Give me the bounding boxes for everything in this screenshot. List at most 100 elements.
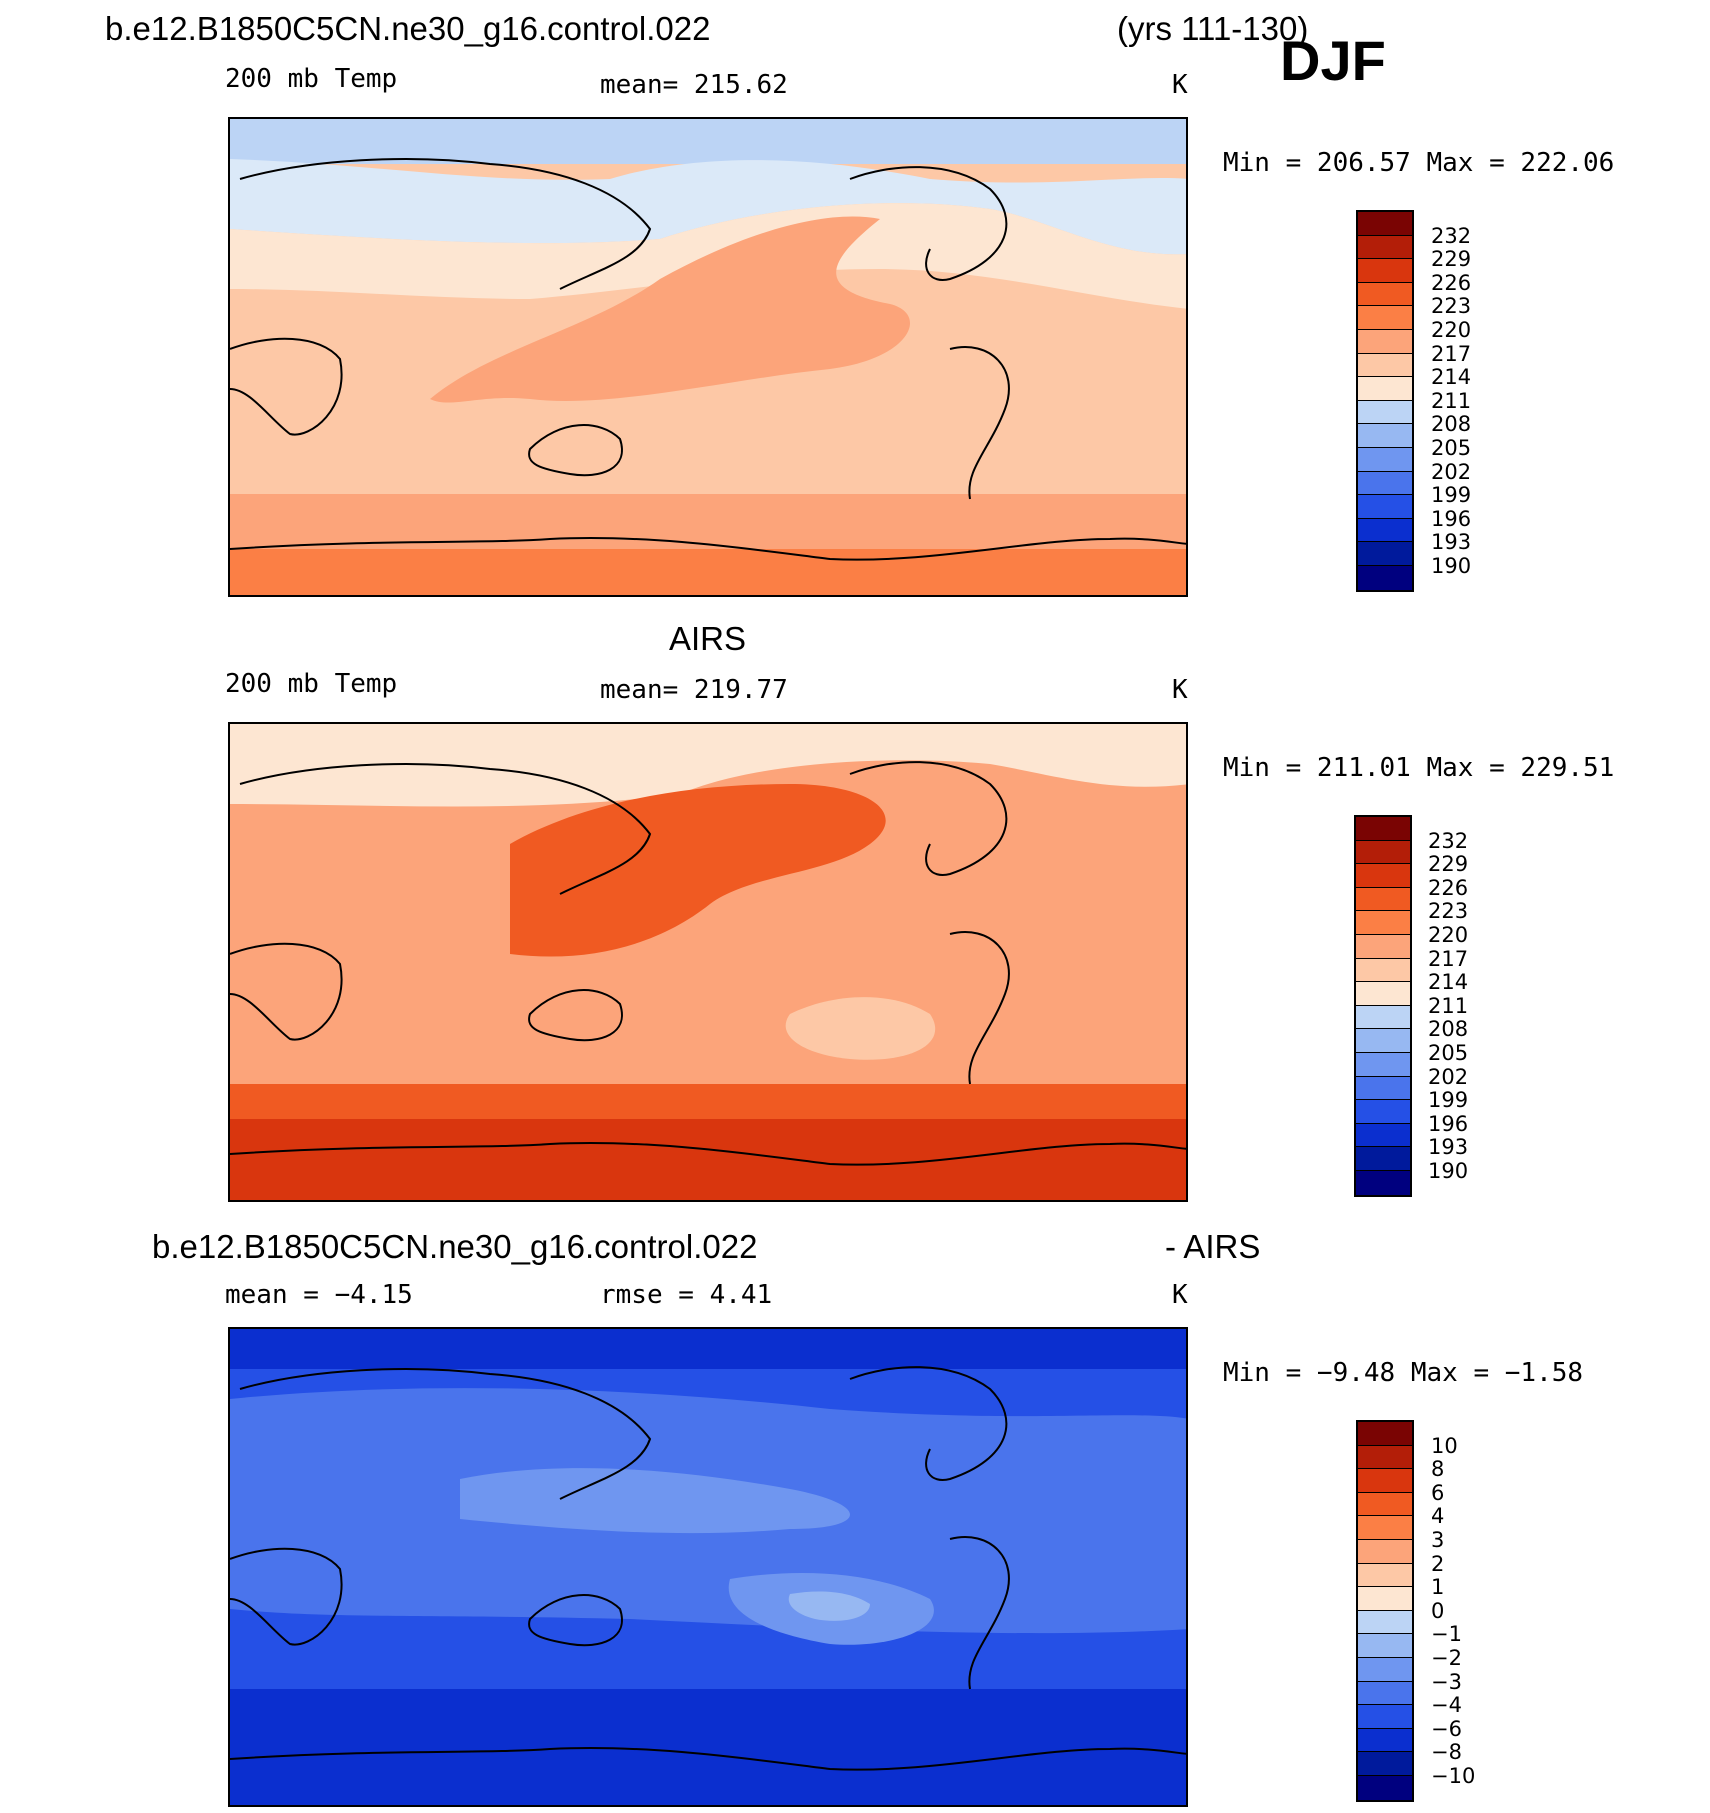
colorbar-tick-label: 202 bbox=[1428, 1064, 1469, 1089]
panel1-polar-band bbox=[230, 119, 1186, 164]
colorbar-tick-label: 199 bbox=[1428, 1088, 1469, 1113]
colorbar-tick-label: 10 bbox=[1431, 1433, 1458, 1458]
colorbar-cell bbox=[1356, 982, 1410, 1006]
panel2-colorbar bbox=[1354, 815, 1412, 1197]
panel2-map bbox=[228, 722, 1188, 1202]
colorbar-cell bbox=[1358, 1563, 1412, 1588]
panel3-coastline-eurasia bbox=[239, 1368, 652, 1500]
panel3-coastline-south-america bbox=[949, 1536, 1010, 1690]
colorbar-cell bbox=[1358, 1775, 1412, 1800]
colorbar-tick-label: 226 bbox=[1431, 270, 1472, 295]
season-label: DJF bbox=[1280, 29, 1386, 92]
colorbar-cell bbox=[1358, 542, 1412, 566]
colorbar-cell bbox=[1358, 235, 1412, 260]
colorbar-tick-label: 202 bbox=[1431, 459, 1472, 484]
colorbar-cell bbox=[1358, 1492, 1412, 1517]
colorbar-cell bbox=[1358, 329, 1412, 354]
colorbar-tick-label: 229 bbox=[1428, 852, 1469, 877]
panel2-minmax: Min = 211.01 Max = 229.51 bbox=[1223, 753, 1615, 783]
colorbar-tick-label: 190 bbox=[1431, 554, 1472, 578]
colorbar-cell bbox=[1356, 934, 1410, 959]
panel1-minmax: Min = 206.57 Max = 222.06 bbox=[1223, 148, 1615, 178]
colorbar-cell bbox=[1358, 212, 1412, 236]
panel1-variable-label: 200 mb Temp bbox=[225, 64, 398, 94]
colorbar-tick-label: 4 bbox=[1431, 1504, 1445, 1529]
panel2-variable-label: 200 mb Temp bbox=[225, 669, 398, 699]
colorbar-tick-label: −3 bbox=[1431, 1669, 1462, 1694]
colorbar-tick-label: 199 bbox=[1431, 483, 1472, 508]
panel3-colorbar bbox=[1356, 1420, 1414, 1802]
panel3-coastline-north-america bbox=[849, 1366, 1008, 1481]
panel3-units: K bbox=[1172, 1280, 1188, 1310]
colorbar-cell bbox=[1358, 1681, 1412, 1706]
colorbar-tick-label: 211 bbox=[1428, 993, 1469, 1018]
colorbar-tick-label: 232 bbox=[1428, 828, 1469, 853]
colorbar-cell bbox=[1358, 1587, 1412, 1611]
colorbar-tick-label: −1 bbox=[1431, 1622, 1462, 1647]
panel2-units: K bbox=[1172, 675, 1188, 705]
colorbar-cell bbox=[1358, 1752, 1412, 1776]
panel2-coastline-australia bbox=[528, 989, 623, 1042]
colorbar-cell bbox=[1358, 1445, 1412, 1470]
panel2-title: AIRS bbox=[669, 620, 747, 657]
panel1-coastline-africa bbox=[230, 337, 343, 436]
colorbar-tick-label: 0 bbox=[1431, 1598, 1445, 1623]
colorbar-cell bbox=[1356, 1123, 1410, 1148]
colorbar-tick-label: 229 bbox=[1431, 247, 1472, 272]
colorbar-cell bbox=[1356, 1100, 1410, 1124]
panel1-coastline-south-america bbox=[949, 346, 1010, 500]
colorbar-tick-label: 214 bbox=[1431, 365, 1472, 390]
panel2-coastline-africa bbox=[230, 942, 343, 1041]
colorbar-tick-label: 223 bbox=[1428, 899, 1469, 924]
panel1-colorbar bbox=[1356, 210, 1414, 592]
colorbar-tick-label: 205 bbox=[1428, 1041, 1469, 1065]
colorbar-tick-label: 220 bbox=[1431, 318, 1472, 342]
colorbar-cell bbox=[1356, 958, 1410, 983]
colorbar-cell bbox=[1358, 353, 1412, 378]
panel2-warm-core bbox=[510, 784, 886, 957]
colorbar-tick-label: 193 bbox=[1431, 530, 1472, 555]
panel2-coastline-north-america bbox=[849, 761, 1008, 876]
panel1-units: K bbox=[1172, 70, 1188, 100]
colorbar-cell bbox=[1358, 424, 1412, 448]
years-label: (yrs 111-130) bbox=[1117, 10, 1309, 47]
colorbar-tick-label: −4 bbox=[1431, 1693, 1462, 1718]
colorbar-cell bbox=[1358, 1634, 1412, 1658]
colorbar-tick-label: 217 bbox=[1428, 946, 1469, 971]
panel3-coastline-antarctica bbox=[230, 1747, 1186, 1771]
colorbar-cell bbox=[1356, 1052, 1410, 1077]
panel3-pacific-core bbox=[788, 1591, 870, 1621]
colorbar-cell bbox=[1358, 400, 1412, 425]
panel2-field bbox=[230, 724, 1186, 1200]
panel3-field bbox=[230, 1329, 1186, 1805]
colorbar-tick-label: 217 bbox=[1431, 341, 1472, 366]
panel2-mean-label: mean= 219.77 bbox=[600, 675, 788, 705]
panel3-polar-band bbox=[230, 1329, 1186, 1369]
colorbar-cell bbox=[1358, 259, 1412, 283]
colorbar-tick-label: −6 bbox=[1431, 1716, 1462, 1741]
colorbar-tick-label: −10 bbox=[1431, 1764, 1476, 1788]
colorbar-tick-label: 211 bbox=[1431, 388, 1472, 413]
panel3-minmax: Min = −9.48 Max = −1.58 bbox=[1223, 1358, 1584, 1388]
panel1-map bbox=[228, 117, 1188, 597]
colorbar-cell bbox=[1358, 377, 1412, 401]
colorbar-tick-label: 196 bbox=[1431, 506, 1472, 531]
panel1-warm-pool bbox=[430, 216, 910, 403]
colorbar-cell bbox=[1356, 817, 1410, 841]
case-title: b.e12.B1850C5CN.ne30_g16.control.022 bbox=[105, 10, 711, 47]
panel3-coastline-africa bbox=[230, 1547, 343, 1646]
colorbar-tick-label: 1 bbox=[1431, 1575, 1445, 1600]
colorbar-cell bbox=[1358, 1469, 1412, 1493]
colorbar-cell bbox=[1358, 1657, 1412, 1682]
panel1-cold-band bbox=[230, 159, 1186, 255]
colorbar-cell bbox=[1356, 1076, 1410, 1101]
colorbar-cell bbox=[1358, 471, 1412, 496]
panel1-coastline-antarctica bbox=[230, 537, 1186, 561]
colorbar-tick-label: 8 bbox=[1431, 1457, 1445, 1482]
colorbar-tick-label: −2 bbox=[1431, 1646, 1462, 1670]
panel3-rmse-label: rmse = 4.41 bbox=[600, 1280, 773, 1310]
colorbar-cell bbox=[1358, 565, 1412, 590]
colorbar-cell bbox=[1358, 1516, 1412, 1540]
colorbar-cell bbox=[1356, 1147, 1410, 1171]
panel1-coastline-australia bbox=[528, 424, 623, 477]
